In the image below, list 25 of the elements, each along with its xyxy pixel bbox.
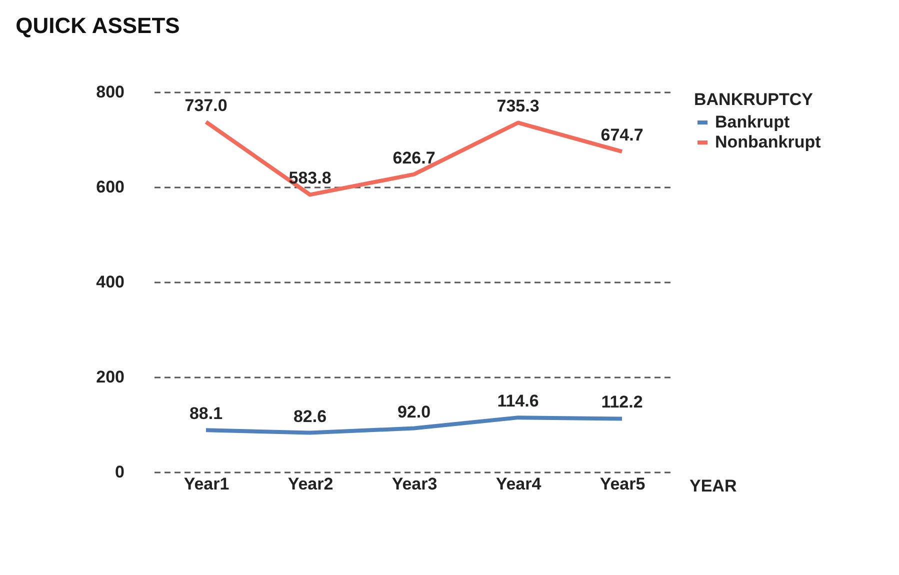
data-label: 735.3 [496, 96, 540, 116]
y-tick-label: 600 [96, 178, 124, 196]
data-label: 88.1 [189, 404, 223, 424]
x-axis-title: YEAR [690, 476, 737, 496]
data-label: 112.2 [601, 392, 643, 412]
data-label: 92.0 [397, 402, 431, 422]
data-label: 737.0 [184, 96, 228, 115]
y-tick-label: 0 [115, 462, 124, 482]
x-tick-label: Year5 [600, 474, 646, 494]
chart-title: QUICK ASSETS [16, 13, 180, 38]
x-tick-label: Year3 [392, 474, 438, 494]
data-label: 114.6 [497, 392, 539, 411]
y-tick-label: 400 [96, 272, 124, 292]
y-tick-label: 800 [96, 82, 124, 102]
data-label: 674.7 [600, 126, 644, 145]
data-label: 626.7 [392, 148, 436, 168]
x-tick-label: Year1 [184, 474, 230, 494]
legend-label: Nonbankrupt [715, 132, 822, 152]
legend-label: Bankrupt [715, 112, 790, 132]
data-label: 82.6 [293, 406, 327, 426]
legend-title: BANKRUPTCY [694, 90, 814, 109]
x-tick-label: Year2 [288, 474, 334, 494]
x-tick-label: Year4 [496, 474, 542, 494]
data-label: 583.8 [288, 168, 332, 188]
y-tick-label: 200 [96, 368, 124, 386]
